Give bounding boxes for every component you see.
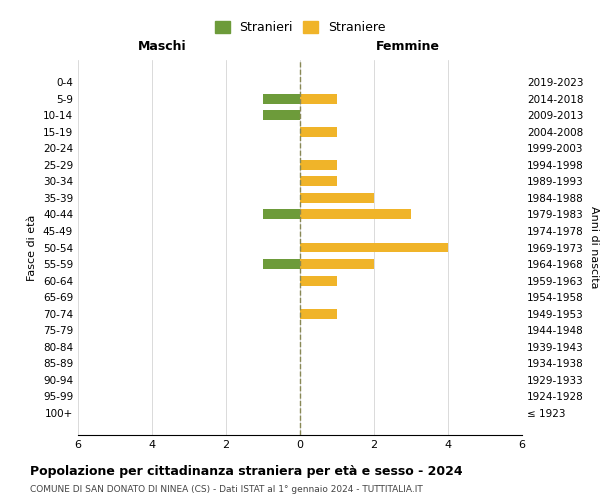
Bar [300, 193, 374, 203]
Bar [300, 160, 337, 170]
Text: Maschi: Maschi [137, 40, 187, 52]
Text: Femmine: Femmine [376, 40, 440, 52]
Bar [300, 176, 337, 186]
Bar [300, 126, 337, 136]
Text: COMUNE DI SAN DONATO DI NINEA (CS) - Dati ISTAT al 1° gennaio 2024 - TUTTITALIA.: COMUNE DI SAN DONATO DI NINEA (CS) - Dat… [30, 485, 423, 494]
Y-axis label: Anni di nascita: Anni di nascita [589, 206, 599, 289]
Bar [263, 210, 300, 220]
Bar [300, 210, 411, 220]
Bar [263, 94, 300, 104]
Bar [300, 94, 337, 104]
Y-axis label: Fasce di età: Fasce di età [28, 214, 37, 280]
Text: Popolazione per cittadinanza straniera per età e sesso - 2024: Popolazione per cittadinanza straniera p… [30, 465, 463, 478]
Bar [300, 259, 374, 269]
Bar [300, 242, 448, 252]
Legend: Stranieri, Straniere: Stranieri, Straniere [211, 18, 389, 38]
Bar [263, 259, 300, 269]
Bar [300, 276, 337, 285]
Bar [263, 110, 300, 120]
Bar [300, 308, 337, 318]
